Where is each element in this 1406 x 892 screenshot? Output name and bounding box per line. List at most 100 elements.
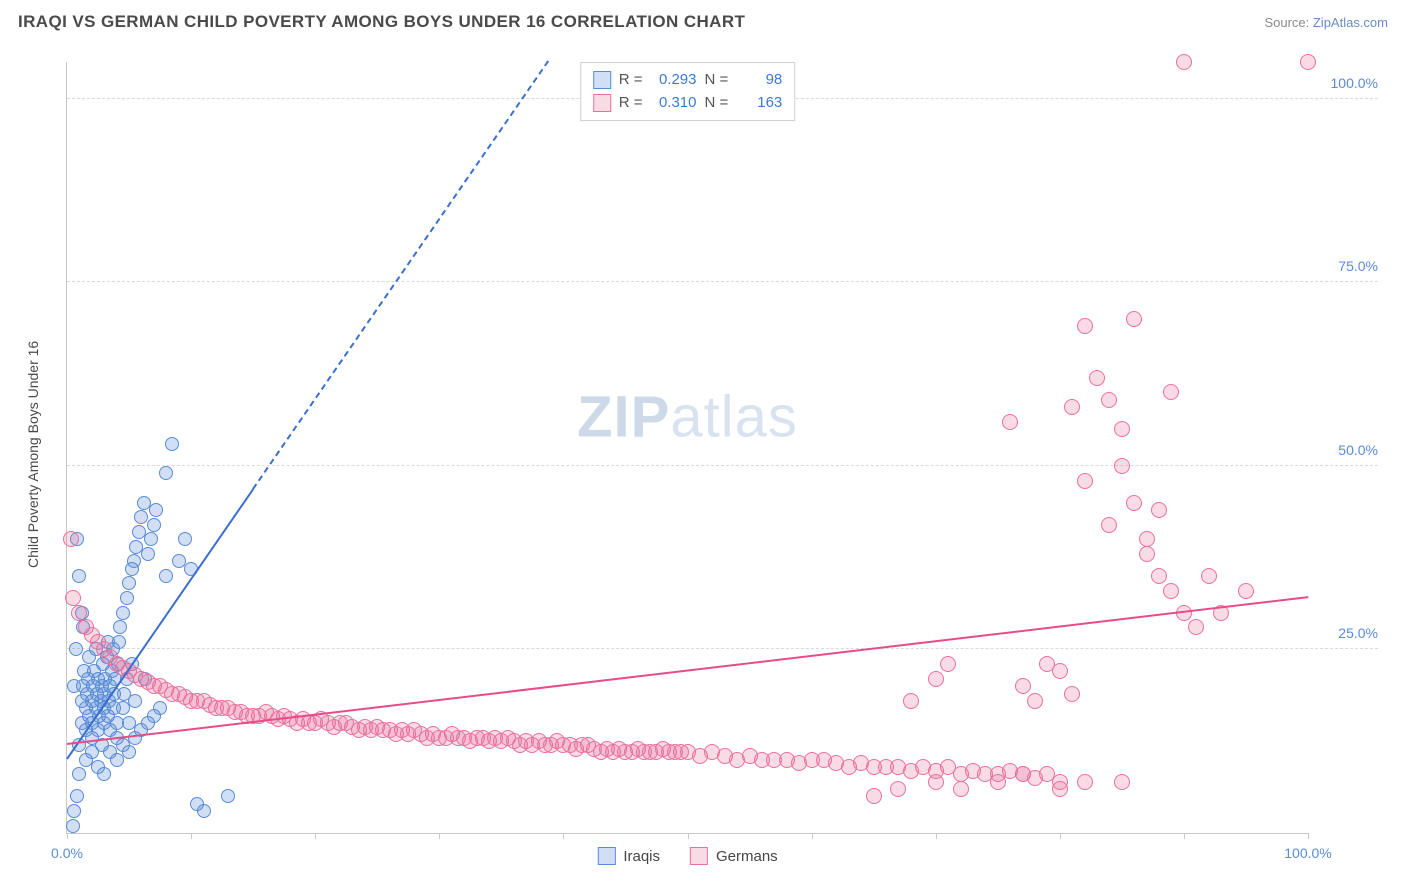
n-value-germans: 163	[736, 92, 782, 115]
data-point	[1077, 473, 1093, 489]
data-point	[67, 679, 81, 693]
data-point	[63, 531, 79, 547]
data-point	[116, 606, 130, 620]
data-point	[72, 569, 86, 583]
x-tick	[315, 833, 316, 839]
data-point	[178, 532, 192, 546]
plot-area: Child Poverty Among Boys Under 16 ZIPatl…	[66, 62, 1308, 834]
y-tick-label: 25.0%	[1314, 625, 1378, 641]
data-point	[112, 635, 126, 649]
data-point	[65, 590, 81, 606]
legend-item-iraqis: Iraqis	[597, 847, 660, 865]
gridline	[67, 465, 1378, 466]
x-tick-label: 0.0%	[51, 845, 83, 861]
data-point	[953, 781, 969, 797]
data-point	[165, 437, 179, 451]
data-point	[127, 554, 141, 568]
data-point	[928, 774, 944, 790]
data-point	[1151, 502, 1167, 518]
y-tick-label: 50.0%	[1314, 442, 1378, 458]
data-point	[1077, 318, 1093, 334]
source-link[interactable]: ZipAtlas.com	[1313, 15, 1388, 30]
data-point	[1052, 781, 1068, 797]
data-point	[1002, 414, 1018, 430]
data-point	[1126, 311, 1142, 327]
source-citation: Source: ZipAtlas.com	[1264, 15, 1388, 30]
data-point	[1163, 384, 1179, 400]
r-value-germans: 0.310	[651, 92, 697, 115]
data-point	[890, 781, 906, 797]
x-tick	[812, 833, 813, 839]
data-point	[1238, 583, 1254, 599]
data-point	[149, 503, 163, 517]
data-point	[1300, 54, 1316, 70]
x-tick	[936, 833, 937, 839]
chart-container: Child Poverty Among Boys Under 16 ZIPatl…	[18, 44, 1388, 882]
y-axis-label: Child Poverty Among Boys Under 16	[25, 340, 41, 567]
source-prefix: Source:	[1264, 15, 1312, 30]
x-tick	[67, 833, 68, 839]
data-point	[1064, 686, 1080, 702]
data-point	[1151, 568, 1167, 584]
data-point	[1139, 546, 1155, 562]
data-point	[1101, 392, 1117, 408]
legend-label-germans: Germans	[716, 848, 778, 865]
x-tick	[563, 833, 564, 839]
x-tick	[1060, 833, 1061, 839]
data-point	[866, 788, 882, 804]
data-point	[1064, 399, 1080, 415]
series-legend: Iraqis Germans	[597, 847, 777, 865]
data-point	[147, 518, 161, 532]
data-point	[197, 804, 211, 818]
watermark-light: atlas	[670, 384, 798, 449]
n-value-iraqis: 98	[736, 69, 782, 92]
data-point	[69, 642, 83, 656]
data-point	[71, 605, 87, 621]
watermark-bold: ZIP	[577, 384, 670, 449]
data-point	[1201, 568, 1217, 584]
x-tick	[191, 833, 192, 839]
x-tick	[439, 833, 440, 839]
data-point	[66, 819, 80, 833]
legend-row-iraqis: R = 0.293 N = 98	[593, 69, 783, 92]
x-tick-label: 100.0%	[1284, 845, 1331, 861]
data-point	[1188, 619, 1204, 635]
x-tick	[1184, 833, 1185, 839]
trend-line	[67, 596, 1308, 745]
x-tick	[688, 833, 689, 839]
data-point	[1114, 774, 1130, 790]
n-label: N =	[705, 69, 729, 92]
chart-title: IRAQI VS GERMAN CHILD POVERTY AMONG BOYS…	[18, 12, 745, 32]
data-point	[72, 767, 86, 781]
legend-swatch-germans	[690, 847, 708, 865]
data-point	[1126, 495, 1142, 511]
legend-swatch-iraqis	[597, 847, 615, 865]
data-point	[97, 767, 111, 781]
y-tick-label: 100.0%	[1314, 75, 1378, 91]
data-point	[1163, 583, 1179, 599]
data-point	[153, 701, 167, 715]
data-point	[120, 591, 134, 605]
legend-item-germans: Germans	[690, 847, 778, 865]
r-value-iraqis: 0.293	[651, 69, 697, 92]
legend-row-germans: R = 0.310 N = 163	[593, 92, 783, 115]
watermark: ZIPatlas	[577, 383, 798, 450]
swatch-germans	[593, 94, 611, 112]
legend-label-iraqis: Iraqis	[623, 848, 660, 865]
data-point	[67, 804, 81, 818]
data-point	[70, 789, 84, 803]
data-point	[1114, 458, 1130, 474]
data-point	[928, 671, 944, 687]
swatch-iraqis	[593, 71, 611, 89]
data-point	[903, 693, 919, 709]
data-point	[144, 532, 158, 546]
y-tick-label: 75.0%	[1314, 258, 1378, 274]
data-point	[1176, 54, 1192, 70]
data-point	[122, 745, 136, 759]
data-point	[1101, 517, 1117, 533]
data-point	[1015, 766, 1031, 782]
data-point	[128, 694, 142, 708]
trend-line	[252, 60, 549, 489]
data-point	[1052, 663, 1068, 679]
data-point	[1089, 370, 1105, 386]
